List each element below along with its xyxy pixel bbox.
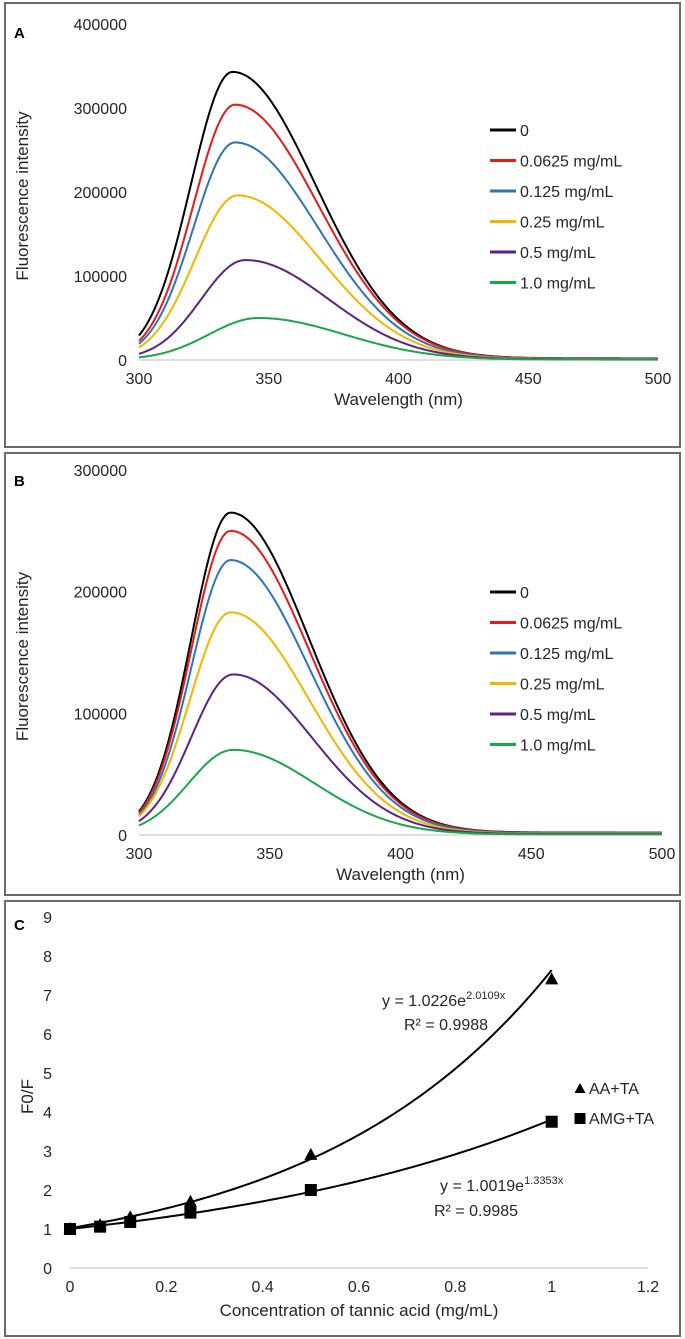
chart-b: B 0 100000 200000 300000 300 350 400 450 500 Wave… xyxy=(13,463,676,884)
legend-marker-square xyxy=(574,1113,586,1124)
legend-label-1: AMG+TA xyxy=(589,1111,654,1128)
x-tick-label: 400 xyxy=(385,371,412,388)
equation-base: y = 1.0226e xyxy=(382,993,466,1010)
y-tick-label: 1 xyxy=(43,1222,52,1239)
y-tick-label: 300000 xyxy=(74,101,127,118)
y-tick-label: 0 xyxy=(43,1261,52,1278)
y-tick-label: 4 xyxy=(43,1105,52,1122)
fit-equation-0: y = 1.0226e2.0109x xyxy=(382,990,506,1010)
fit-r2-0: R² = 0.9988 xyxy=(404,1017,488,1034)
panel-c: C 0 1 2 3 4 5 6 7 8 9 0 0.2 0.4 0.6 0.8 1 1.2 Concentrati… xyxy=(4,900,681,1337)
y-tick-label: 7 xyxy=(43,988,52,1005)
series-line-0 xyxy=(138,511,662,834)
x-tick-label: 0.4 xyxy=(252,1279,274,1296)
y-tick-label: 0 xyxy=(118,828,127,845)
y-axis-label: Fluorescence intensity xyxy=(13,571,32,741)
y-tick-label: 5 xyxy=(43,1066,52,1083)
data-point-triangle xyxy=(545,972,559,985)
x-tick-label: 450 xyxy=(518,846,545,863)
data-point-square xyxy=(545,1115,558,1128)
y-tick-label: 300000 xyxy=(74,463,127,480)
x-tick-label: 1.2 xyxy=(637,1279,659,1296)
chart-c: C 0 1 2 3 4 5 6 7 8 9 0 0.2 0.4 0.6 0.8 1 1.2 Concentrati… xyxy=(14,910,659,1320)
equation-exponent: 1.3353x xyxy=(524,1175,564,1187)
data-point-triangle xyxy=(183,1194,197,1207)
chart-a: A 0 100000 200000 300000 400000 300 350 400 450 5… xyxy=(13,17,672,409)
panel-label-b: B xyxy=(14,473,25,490)
x-tick-label: 0 xyxy=(66,1279,75,1296)
legend-label-2: 0.125 mg/mL xyxy=(520,646,613,663)
data-point-square xyxy=(304,1184,317,1196)
y-axis-label: F0/F xyxy=(18,1079,37,1114)
equation-exponent: 2.0109x xyxy=(466,990,506,1002)
x-tick-label: 350 xyxy=(255,371,282,388)
panel-label-a: A xyxy=(14,25,25,42)
fit-r2-1: R² = 0.9985 xyxy=(434,1203,518,1220)
y-tick-label: 2 xyxy=(43,1183,52,1200)
legend-label-0: AA+TA xyxy=(589,1081,639,1098)
x-tick-label: 300 xyxy=(126,371,153,388)
series-line-2 xyxy=(138,559,662,835)
data-point-square xyxy=(94,1220,107,1233)
data-point-square xyxy=(64,1223,76,1235)
series-line-5 xyxy=(138,748,662,836)
y-tick-label: 0 xyxy=(118,353,127,370)
y-tick-label: 8 xyxy=(43,949,52,966)
x-axis-label: Wavelength (nm) xyxy=(334,390,463,409)
legend-label-4: 0.5 mg/mL xyxy=(520,707,596,724)
y-tick-label: 100000 xyxy=(74,706,127,723)
x-tick-label: 500 xyxy=(645,371,672,388)
equation-base: y = 1.0019e xyxy=(440,1178,524,1195)
x-tick-label: 350 xyxy=(256,846,283,863)
x-axis-label: Concentration of tannic acid (mg/mL) xyxy=(220,1301,499,1320)
y-axis-label: Fluorescence intensity xyxy=(13,111,32,281)
fit-equation-1: y = 1.0019e1.3353x xyxy=(440,1175,564,1195)
legend-label-3: 0.25 mg/mL xyxy=(520,215,605,232)
data-point-square xyxy=(124,1215,137,1228)
legend-label-5: 1.0 mg/mL xyxy=(520,738,596,755)
legend-label-5: 1.0 mg/mL xyxy=(520,276,596,293)
x-tick-label: 0.6 xyxy=(348,1279,370,1296)
y-tick-label: 3 xyxy=(43,1144,52,1161)
legend-label-2: 0.125 mg/mL xyxy=(520,184,613,201)
y-tick-label: 6 xyxy=(43,1027,52,1044)
legend-label-4: 0.5 mg/mL xyxy=(520,245,596,262)
legend-label-0: 0 xyxy=(520,123,529,140)
y-tick-label: 100000 xyxy=(74,269,127,286)
legend-label-1: 0.0625 mg/mL xyxy=(520,154,622,171)
x-tick-label: 450 xyxy=(515,371,542,388)
y-tick-label: 9 xyxy=(43,910,52,927)
x-tick-label: 400 xyxy=(387,846,414,863)
legend-label-3: 0.25 mg/mL xyxy=(520,677,605,694)
x-axis-label: Wavelength (nm) xyxy=(336,865,465,884)
y-tick-label: 200000 xyxy=(74,185,127,202)
legend-marker-triangle xyxy=(574,1083,586,1093)
x-tick-label: 1 xyxy=(547,1279,556,1296)
panel-a: A 0 100000 200000 300000 400000 300 350 400 450 5… xyxy=(4,2,681,448)
x-tick-label: 500 xyxy=(649,846,676,863)
panel-label-c: C xyxy=(14,917,25,934)
data-point-square xyxy=(184,1206,197,1219)
legend-label-1: 0.0625 mg/mL xyxy=(520,616,622,633)
x-tick-label: 0.8 xyxy=(444,1279,466,1296)
x-tick-label: 0.2 xyxy=(155,1279,177,1296)
series-line-5 xyxy=(138,316,658,361)
y-tick-label: 200000 xyxy=(74,585,127,602)
y-tick-label: 400000 xyxy=(74,17,127,34)
legend-label-0: 0 xyxy=(520,585,529,602)
panel-b: B 0 100000 200000 300000 300 350 400 450 500 Wave… xyxy=(4,452,681,896)
data-point-triangle xyxy=(304,1147,318,1160)
x-tick-label: 300 xyxy=(126,846,153,863)
